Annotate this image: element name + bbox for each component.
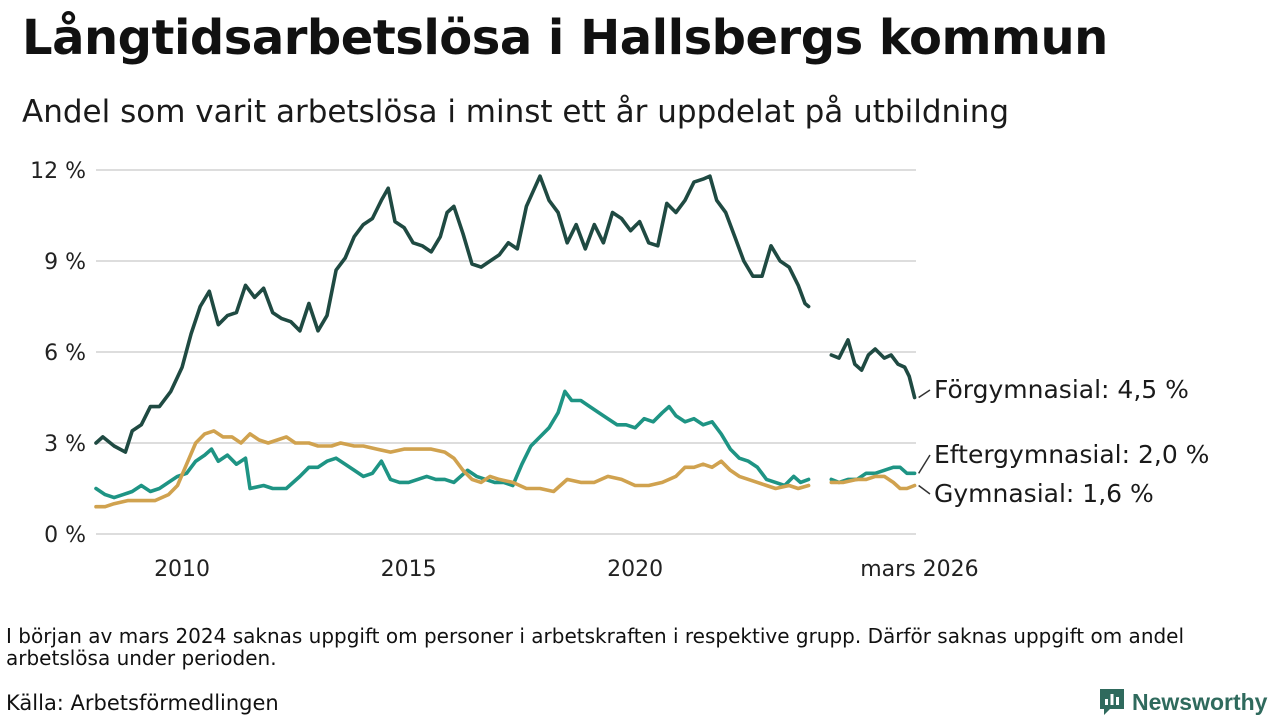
series-label-forgymnasial: Förgymnasial: 4,5 % [934, 375, 1189, 404]
footnote: I början av mars 2024 saknas uppgift om … [6, 624, 1185, 670]
series-label-eftergymnasial: Eftergymnasial: 2,0 % [934, 440, 1209, 469]
x-tick-label: 2020 [607, 557, 663, 582]
brand-logo: Newsworthy [1098, 686, 1267, 718]
chart-subtitle: Andel som varit arbetslösa i minst ett å… [22, 94, 1010, 130]
y-tick-label: 9 % [44, 250, 86, 275]
line-chart: 0 % 3 % 6 % 9 % 12 % 2010 2015 2020 mars 2026 F… [30, 159, 1209, 582]
x-tick-label: 2015 [381, 557, 437, 582]
label-leader-eftergymnasial [918, 454, 931, 474]
series-line-gymnasial [94, 429, 917, 509]
brand-name: Newsworthy [1132, 688, 1268, 715]
series-labels: Förgymnasial: 4,5 % Eftergymnasial: 2,0 %… [918, 375, 1209, 508]
series-label-gymnasial: Gymnasial: 1,6 % [934, 479, 1154, 508]
x-tick-label: mars 2026 [860, 557, 978, 582]
series-line-forgymnasial [94, 174, 917, 454]
series-lines [94, 174, 917, 509]
y-tick-label: 3 % [44, 432, 86, 457]
chart-title: Långtidsarbetslösa i Hallsbergs kommun [22, 10, 1108, 66]
y-axis-ticks: 0 % 3 % 6 % 9 % 12 % [30, 159, 86, 548]
y-tick-label: 6 % [44, 341, 86, 366]
x-tick-label: 2010 [154, 557, 210, 582]
y-tick-label: 0 % [44, 523, 86, 548]
y-tick-label: 12 % [30, 159, 86, 184]
source-text: Källa: Arbetsförmedlingen [6, 691, 279, 715]
label-leader-gymnasial [918, 484, 931, 495]
x-axis-ticks: 2010 2015 2020 mars 2026 [154, 557, 979, 582]
label-leader-forgymnasial [918, 389, 931, 399]
chart-bubble-icon [1100, 689, 1124, 715]
